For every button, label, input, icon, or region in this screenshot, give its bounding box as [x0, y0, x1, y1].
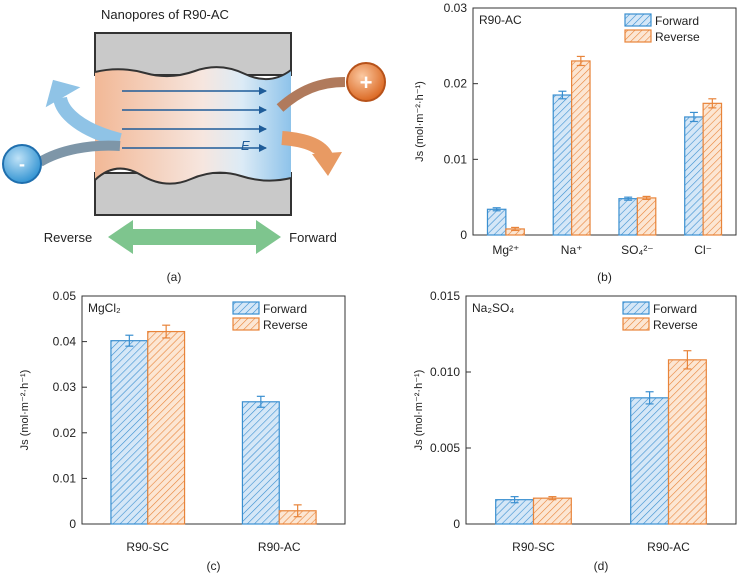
legend-label-reverse: Reverse	[263, 318, 308, 332]
category-label-b: SO₄²⁻	[621, 243, 654, 257]
electric-field-arrows	[122, 87, 267, 152]
bar-b-forward-2	[618, 198, 638, 236]
legend-label-forward: Forward	[653, 302, 697, 316]
y-tick-label-c: 0.03	[53, 380, 77, 394]
membrane-top-block	[94, 32, 292, 76]
legend-swatch-reverse	[622, 317, 650, 331]
chart-d: 0 0.005 0.010 0.015 Js (mol·m⁻²·h⁻¹) R90-SC R9…	[413, 289, 737, 573]
bar-b-forward-0	[486, 208, 507, 236]
panel-label-c: MgCl₂	[88, 301, 121, 315]
panel-a-title: Nanopores of R90-AC	[101, 7, 229, 22]
plot-frame-b	[472, 7, 737, 236]
category-label-d: R90-AC	[647, 540, 690, 554]
caption-d: (d)	[594, 559, 609, 573]
minus-connector	[37, 140, 121, 167]
y-axis-label-b: Js (mol·m⁻²·h⁻¹)	[414, 81, 426, 162]
y-tick-label-c: 0	[69, 517, 76, 531]
category-label-d: R90-SC	[512, 540, 555, 554]
field-label: E	[241, 138, 250, 153]
legend-label-reverse: Reverse	[655, 30, 700, 44]
category-label-b: Na⁺	[561, 243, 583, 257]
plot-frame-d	[465, 295, 737, 525]
category-label-c: R90-AC	[258, 540, 301, 554]
panel-label-d: Na₂SO₄	[472, 301, 514, 315]
minus-electrode-icon	[2, 144, 42, 184]
category-label-c: R90-SC	[126, 540, 169, 554]
category-label-b: Cl⁻	[694, 243, 712, 257]
bar-c-forward-0	[110, 340, 149, 525]
bar-b-reverse-2	[636, 197, 657, 236]
bar-b-reverse-1	[571, 60, 591, 236]
y-tick-label-d: 0.010	[430, 365, 460, 379]
y-tick-label-c: 0.04	[53, 335, 77, 349]
legend-label-reverse: Reverse	[653, 318, 698, 332]
bar-b-forward-3	[684, 116, 704, 236]
caption-c: (c)	[207, 559, 221, 573]
forward-flow-arrowhead	[312, 152, 342, 176]
legend-swatch-reverse	[232, 317, 260, 331]
legend-label-forward: Forward	[655, 14, 699, 28]
y-tick-label-b: 0	[460, 228, 467, 242]
panel-a-caption: (a)	[167, 270, 182, 284]
legend-swatch-forward	[232, 301, 260, 315]
y-tick-label-b: 0.02	[444, 77, 468, 91]
y-tick-label-d: 0	[453, 517, 460, 531]
chart-b: 0 0.01 0.02 0.03 Js (mol·m⁻²·h⁻¹) Mg²⁺ Na⁺ SO₄²…	[414, 1, 737, 284]
bar-d-forward-1	[630, 397, 670, 525]
y-tick-label-c: 0.05	[53, 289, 77, 303]
panel-a-schematic: Nanopores of R90-AC E - + Reverse Fo	[2, 7, 386, 284]
y-tick-label-d: 0.015	[430, 289, 460, 303]
reverse-flow-arrowhead	[45, 79, 81, 108]
chart-c: 0 0.01 0.02 0.03 0.04 0.05 Js (mol·m⁻²·h⁻¹) R90…	[19, 289, 346, 573]
caption-b: (b)	[597, 270, 612, 284]
reverse-flow-arrow-body	[53, 96, 122, 147]
pore-channel	[95, 67, 291, 184]
plus-electrode-icon	[346, 62, 386, 102]
bar-b-reverse-3	[702, 102, 723, 236]
bar-d-reverse-1	[667, 359, 707, 525]
minus-symbol: -	[19, 154, 25, 174]
bar-c-reverse-0	[147, 330, 186, 525]
pore-wall-bottom	[94, 167, 292, 185]
y-tick-label-b: 0.01	[444, 152, 468, 166]
y-tick-label-c: 0.01	[53, 471, 77, 485]
bar-d-reverse-0	[532, 497, 572, 525]
y-tick-label-c: 0.02	[53, 426, 77, 440]
bar-d-forward-0	[495, 499, 535, 525]
y-axis-label-d: Js (mol·m⁻²·h⁻¹)	[413, 370, 425, 451]
plus-connector	[276, 77, 346, 112]
bar-c-forward-1	[241, 401, 280, 525]
y-tick-label-d: 0.005	[430, 441, 460, 455]
panel-label-b: R90-AC	[479, 13, 522, 27]
bar-b-forward-1	[552, 94, 573, 236]
plot-frame-c	[81, 295, 346, 525]
legend-swatch-reverse	[624, 29, 652, 43]
y-tick-label-b: 0.03	[444, 1, 468, 15]
legend-swatch-forward	[622, 301, 650, 315]
direction-double-arrow	[108, 220, 281, 254]
pore-wall-top	[94, 66, 292, 81]
legend-swatch-forward	[624, 13, 652, 27]
legend-label-forward: Forward	[263, 302, 307, 316]
category-label-b: Mg²⁺	[492, 243, 519, 257]
reverse-label: Reverse	[44, 230, 92, 245]
forward-label: Forward	[289, 230, 337, 245]
plus-symbol: +	[360, 70, 373, 95]
y-axis-label-c: Js (mol·m⁻²·h⁻¹)	[19, 370, 31, 451]
